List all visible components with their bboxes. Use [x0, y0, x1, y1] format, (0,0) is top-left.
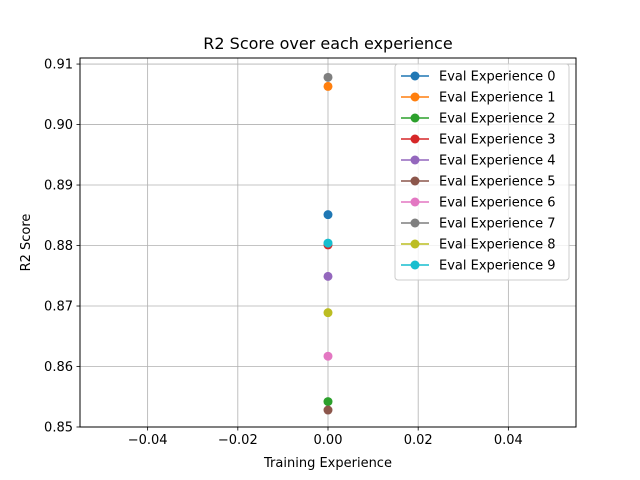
- y-tick-label: 0.85: [44, 421, 73, 436]
- legend-label: Eval Experience 5: [439, 175, 556, 190]
- data-point: [323, 351, 333, 361]
- legend-label: Eval Experience 2: [439, 112, 556, 127]
- legend-marker: [410, 71, 420, 81]
- data-point: [323, 81, 333, 91]
- legend-marker: [410, 155, 420, 165]
- legend-label: Eval Experience 6: [439, 196, 556, 211]
- y-tick-label: 0.91: [44, 58, 73, 73]
- legend-marker: [410, 197, 420, 207]
- y-tick-label: 0.87: [44, 300, 73, 315]
- x-tick-label: −0.04: [128, 433, 168, 448]
- legend-label: Eval Experience 1: [439, 91, 556, 106]
- data-point: [323, 210, 333, 220]
- legend-label: Eval Experience 4: [439, 154, 556, 169]
- data-point: [323, 405, 333, 415]
- data-point: [323, 271, 333, 281]
- legend-label: Eval Experience 9: [439, 259, 556, 274]
- y-tick-label: 0.89: [44, 179, 73, 194]
- legend: Eval Experience 0 Eval Experience 1 Eval E…: [394, 63, 570, 281]
- data-point: [323, 308, 333, 318]
- legend-marker: [410, 176, 420, 186]
- legend-frame: [394, 63, 570, 281]
- legend-label: Eval Experience 0: [439, 70, 556, 85]
- legend-label: Eval Experience 8: [439, 238, 556, 253]
- x-axis-label: Training Experience: [263, 456, 392, 471]
- series-layer: [323, 72, 333, 415]
- x-tick-label: 0.00: [314, 433, 343, 448]
- legend-marker: [410, 92, 420, 102]
- legend-marker: [410, 239, 420, 249]
- legend-marker: [410, 218, 420, 228]
- x-tick-label: 0.04: [494, 433, 523, 448]
- y-axis-label: R2 Score: [19, 214, 34, 272]
- y-tick-label: 0.88: [44, 239, 73, 254]
- y-tick-label: 0.90: [44, 118, 73, 133]
- legend-label: Eval Experience 3: [439, 133, 556, 148]
- chart-title: R2 Score over each experience: [203, 34, 452, 53]
- tick-layer: −0.04 −0.02 0.00 0.02 0.04 0.85 0.86 0.87 0.88 0.…: [44, 58, 523, 448]
- data-point: [323, 397, 333, 407]
- x-tick-label: 0.02: [404, 433, 433, 448]
- legend-label: Eval Experience 7: [439, 217, 556, 232]
- data-point: [323, 238, 333, 248]
- legend-marker: [410, 260, 420, 270]
- legend-marker: [410, 113, 420, 123]
- x-tick-label: −0.02: [218, 433, 258, 448]
- data-point: [323, 72, 333, 82]
- legend-marker: [410, 134, 420, 144]
- y-tick-label: 0.86: [44, 360, 73, 375]
